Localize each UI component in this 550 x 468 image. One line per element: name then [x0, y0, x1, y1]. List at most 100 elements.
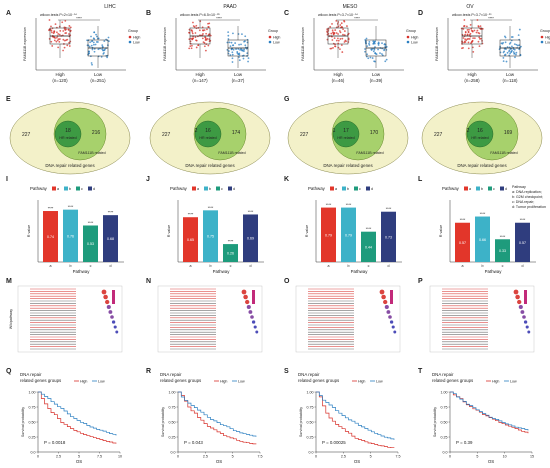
box-point: [240, 48, 242, 50]
km-y-label: Survival probability: [299, 407, 303, 437]
box-point: [64, 32, 67, 35]
pathway-dot: [389, 320, 394, 324]
box-point: [202, 29, 205, 32]
km-legend-item: Low: [376, 380, 383, 384]
pathway-dot: [246, 304, 251, 310]
box-y-label: FAM111B expression: [23, 27, 27, 61]
bar-legend-key: c: [81, 187, 83, 191]
venn-count-left: 2: [195, 128, 198, 134]
box-point: [472, 50, 475, 53]
box-point: [201, 26, 204, 29]
box-point: [463, 25, 465, 28]
box-point: [93, 47, 96, 50]
bar-category-label: b: [210, 264, 212, 268]
box-group-n: (n=37): [232, 78, 245, 83]
bar-y-label: R value: [305, 225, 309, 237]
bar-a: [321, 207, 336, 262]
box-legend-title: Group: [268, 29, 278, 33]
box-point: [192, 21, 194, 24]
bar-category-label: a: [462, 264, 464, 268]
km-x-tick-label: 5: [232, 455, 234, 459]
bar-panel-lihc: Pathway a b c d R value Pathway 0.74 **** a 0.76 **…: [27, 186, 124, 274]
box-point: [329, 25, 332, 28]
bar-category-label: b: [482, 264, 484, 268]
pathway-dot: [391, 325, 395, 329]
box-point: [209, 34, 212, 37]
box-point: [247, 60, 249, 63]
pathway-dot: [106, 304, 111, 310]
bar-legend-swatch: [52, 186, 56, 191]
pathway-dot: [388, 315, 392, 319]
box-point: [93, 50, 96, 53]
pathway-dot: [248, 310, 253, 314]
box-point: [48, 37, 51, 40]
box-point: [333, 32, 336, 34]
box-point: [68, 25, 71, 27]
venn-count-inner: 16: [477, 128, 483, 134]
box-point: [377, 44, 380, 46]
km-y-tick-label: 0.75: [441, 405, 448, 409]
box-point: [243, 48, 246, 51]
km-y-label: Survival probability: [433, 407, 437, 437]
box-point: [96, 35, 98, 38]
venn-count-right: 170: [370, 130, 379, 136]
box-group-label: High: [467, 72, 477, 77]
box-point: [203, 29, 206, 32]
bar-legend-swatch: [228, 186, 232, 191]
box-legend-swatch: [128, 35, 132, 39]
box-point: [231, 61, 234, 63]
pathway-y-label: Wikipathway: [9, 309, 13, 329]
box-point: [335, 39, 338, 42]
box-point: [197, 44, 200, 47]
km-x-label: OS: [488, 459, 494, 464]
box-point: [57, 33, 60, 35]
bar-b: [63, 209, 78, 262]
panel-label-m: M: [6, 278, 12, 285]
bar-sig-label: ****: [68, 205, 74, 209]
box-point: [206, 37, 209, 40]
panel-label-j: J: [146, 176, 150, 183]
box-point: [478, 36, 481, 39]
box-point: [462, 37, 465, 39]
bar-d: [381, 211, 396, 262]
box-point: [69, 29, 72, 32]
box-point: [461, 47, 463, 50]
bar-category-label: a: [50, 264, 52, 268]
pathway-dot: [253, 325, 257, 329]
bar-y-label: R value: [439, 225, 443, 237]
bar-value-label: 0.69: [247, 237, 254, 241]
pathway-panel-lihc: Wikipathway: [9, 285, 123, 353]
bar-value-label: 0.68: [107, 237, 114, 241]
bar-legend-swatch: [204, 186, 208, 191]
box-legend-item: High: [273, 35, 280, 39]
bar-legend-swatch: [476, 186, 480, 191]
box-point: [91, 39, 94, 42]
km-curve-high: [38, 391, 117, 444]
km-x-tick-label: 2.5: [203, 455, 208, 459]
pathway-dot: [523, 320, 528, 324]
pathway-note-line: c: DNA repair;: [512, 200, 534, 204]
box-point: [377, 48, 379, 51]
bar-value-label: 0.76: [67, 234, 74, 238]
box-point: [369, 56, 372, 59]
box-point: [471, 39, 474, 42]
bar-c: [361, 231, 376, 262]
bar-x-label: Pathway: [213, 269, 231, 274]
bar-value-label: 0.79: [345, 233, 352, 237]
km-y-tick-label: 1.00: [441, 390, 448, 394]
column-title-meso: MESO: [342, 4, 358, 10]
bar-value-label: 0.74: [47, 235, 54, 239]
km-legend-title-2: related genes groups: [20, 378, 62, 383]
box-point: [467, 41, 470, 44]
box-point: [383, 49, 386, 52]
km-legend-item: Low: [98, 380, 105, 384]
box-point: [90, 62, 93, 64]
panel-label-q: Q: [6, 368, 12, 375]
box-point: [472, 37, 475, 40]
box-point: [513, 43, 516, 46]
box-point: [504, 41, 507, 44]
km-x-tick-label: 2.5: [341, 455, 346, 459]
bar-legend-key: d: [371, 187, 373, 191]
box-point: [102, 49, 105, 52]
